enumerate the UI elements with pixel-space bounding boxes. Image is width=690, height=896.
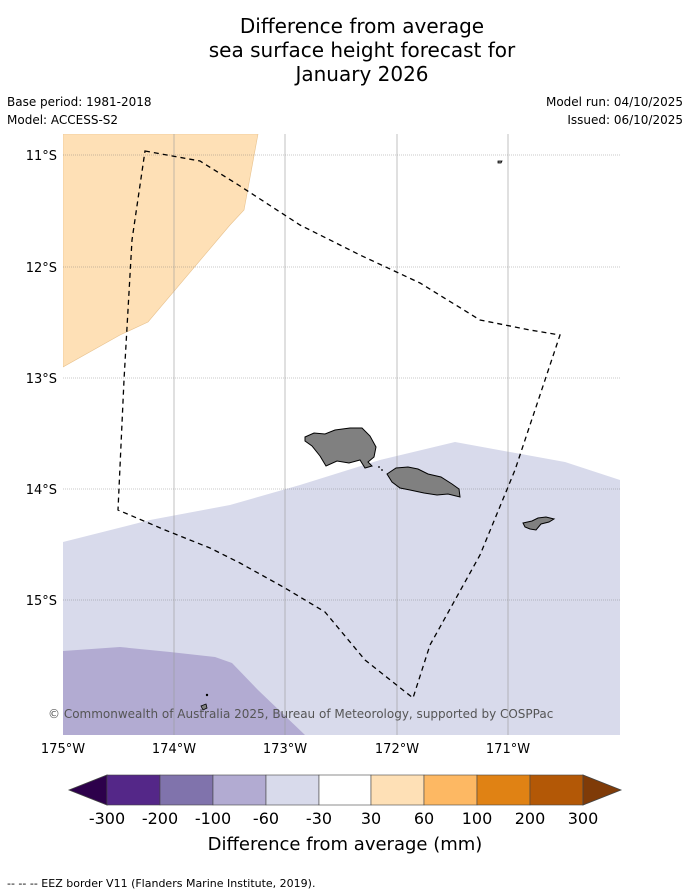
title-line-1: Difference from average: [239, 14, 485, 38]
eez-border: [117, 150, 561, 700]
colorbar: [67, 774, 623, 806]
model-label: Model: ACCESS-S2: [7, 113, 119, 127]
colorbar-tick-labels: -300 -200 -100 -60 -30 30 60 100 200 300: [89, 809, 598, 828]
colorbar-bin-1: [106, 774, 161, 806]
cb-tick-100: 100: [462, 809, 493, 828]
colorbar-bin-5: [318, 774, 372, 806]
cb-tick-minus30: -30: [306, 809, 332, 828]
colorbar-title: Difference from average (mm): [208, 834, 483, 855]
small-islet: [200, 703, 208, 711]
colorbar-bin-9: [529, 774, 584, 806]
cb-tick-300: 300: [568, 809, 599, 828]
colorbar-bin-2: [159, 774, 214, 806]
lon-label-172w: 172°W: [375, 742, 419, 757]
lon-label-175w: 175°W: [41, 742, 85, 757]
lat-label-12s: 12°S: [26, 261, 57, 276]
colorbar-high-extension: [582, 774, 623, 806]
lat-label-15s: 15°S: [26, 594, 57, 609]
lon-label-171w: 171°W: [486, 742, 530, 757]
rose-atoll-island: [497, 160, 503, 164]
colorbar-bin-4: [265, 774, 320, 806]
model-run-label: Model run: 04/10/2025: [545, 95, 683, 109]
longitude-labels: 175°W 174°W 173°W 172°W 171°W: [41, 742, 530, 757]
anomaly-region-minus60: [63, 647, 305, 735]
base-period-label: Base period: 1981-2018: [7, 95, 152, 109]
lat-label-11s: 11°S: [26, 149, 57, 164]
lat-label-13s: 13°S: [26, 372, 57, 387]
gridlines: [63, 154, 620, 601]
anomaly-region-30-60: [63, 134, 259, 368]
eez-footnote: -- -- -- EEZ border V11 (Flanders Marine…: [7, 877, 316, 890]
chart-title: Difference from average sea surface heig…: [0, 14, 690, 86]
colorbar-low-extension: [67, 774, 108, 806]
cb-tick-minus100: -100: [195, 809, 231, 828]
colorbar-bin-3: [212, 774, 267, 806]
cb-tick-minus60: -60: [253, 809, 279, 828]
cb-tick-minus300: -300: [89, 809, 125, 828]
title-line-3: January 2026: [295, 62, 429, 86]
map-area: [63, 134, 620, 735]
colorbar-bin-6: [370, 774, 425, 806]
cb-tick-30: 30: [361, 809, 381, 828]
lat-label-14s: 14°S: [26, 483, 57, 498]
colorbar-bin-7: [423, 774, 478, 806]
lon-label-173w: 173°W: [263, 742, 307, 757]
copyright-text: © Commonwealth of Australia 2025, Bureau…: [48, 707, 553, 721]
tutuila-island: [522, 516, 556, 531]
upolu-island: [386, 466, 461, 498]
title-line-2: sea surface height forecast for: [208, 38, 516, 62]
colorbar-bin-8: [476, 774, 531, 806]
cb-tick-60: 60: [414, 809, 434, 828]
lon-label-174w: 174°W: [152, 742, 196, 757]
latitude-labels: 11°S 12°S 13°S 14°S 15°S: [26, 149, 57, 609]
cb-tick-minus200: -200: [142, 809, 178, 828]
cb-tick-200: 200: [515, 809, 546, 828]
issued-label: Issued: 06/10/2025: [567, 113, 683, 127]
savaii-island: [304, 427, 377, 469]
